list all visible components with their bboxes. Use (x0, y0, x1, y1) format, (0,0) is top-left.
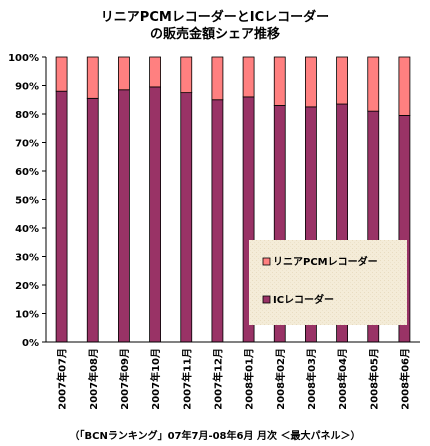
bar-segment-linear-pcm-recorder (149, 56, 161, 88)
y-tick-label: 70% (15, 139, 39, 150)
x-tick-label: 2008年03月 (305, 348, 318, 410)
x-tick-label: 2008年01月 (243, 348, 256, 410)
legend-swatch (262, 295, 271, 304)
y-tick-label: 30% (15, 253, 39, 264)
x-tick-label: 2007年07月 (56, 348, 69, 410)
bar-segment-ic-recorder (180, 92, 193, 343)
bar-segment-ic-recorder (86, 97, 99, 343)
bar-segment-linear-pcm-recorder (118, 56, 130, 91)
y-tick-label: 60% (15, 167, 39, 178)
legend-swatch (262, 257, 271, 266)
x-tick-label: 2008年02月 (274, 348, 287, 410)
x-tick-label: 2008年04月 (336, 348, 349, 410)
x-axis: 2007年07月 2007年08月 2007年09月 2007年10月 2007年11月… (46, 341, 420, 410)
x-tick-label: 2008年06月 (398, 348, 411, 410)
x-tick-label: 2007年09月 (118, 348, 131, 410)
y-tick-label: 100% (8, 53, 39, 64)
bar-segment-linear-pcm-recorder (55, 56, 68, 92)
chart-caption: （「BCNランキング」07年7月-08年6月 月次 ＜最大パネル＞） (70, 429, 361, 442)
bar-segment-linear-pcm-recorder (180, 56, 193, 94)
x-tick-label: 2007年11月 (180, 348, 193, 410)
legend-label: ICレコーダー (273, 293, 334, 306)
bar-segment-linear-pcm-recorder (86, 56, 99, 99)
chart-title-line: の販売金額シェア推移 (150, 26, 280, 42)
y-axis: 0% 10% 20% 30% 40% 50% 60% 70% 80% 90% 100% (8, 53, 47, 349)
bar-segment-ic-recorder (118, 89, 130, 343)
bar-segment-ic-recorder (211, 99, 224, 343)
legend-label: リニアPCMレコーダー (273, 255, 378, 268)
y-tick-label: 10% (15, 310, 39, 321)
bar-segment-linear-pcm-recorder (398, 56, 411, 116)
y-tick-label: 40% (15, 224, 39, 235)
bar-segment-linear-pcm-recorder (211, 56, 224, 101)
y-tick-label: 20% (15, 281, 39, 292)
bar-segment-linear-pcm-recorder (336, 56, 348, 105)
y-tick-label: 50% (15, 196, 39, 207)
bar-segment-linear-pcm-recorder (273, 56, 286, 106)
bar-segment-linear-pcm-recorder (367, 56, 380, 112)
y-tick-label: 0% (22, 338, 39, 349)
bar-segment-linear-pcm-recorder (242, 56, 255, 98)
legend: リニアPCMレコーダー ICレコーダー (249, 240, 407, 325)
x-tick-label: 2007年08月 (87, 348, 100, 410)
x-tick-label: 2007年10月 (149, 348, 162, 410)
y-tick-label: 80% (15, 110, 39, 121)
bar-segment-linear-pcm-recorder (305, 56, 317, 108)
x-tick-label: 2007年12月 (211, 348, 224, 410)
y-tick-label: 90% (15, 82, 39, 93)
bars (55, 56, 411, 343)
bar-segment-ic-recorder (149, 86, 161, 343)
chart-title-line: リニアPCMレコーダーとICレコーダー (101, 9, 329, 25)
legend-box (249, 240, 407, 325)
bar-segment-ic-recorder (55, 90, 68, 343)
x-tick-label: 2008年05月 (367, 348, 380, 410)
